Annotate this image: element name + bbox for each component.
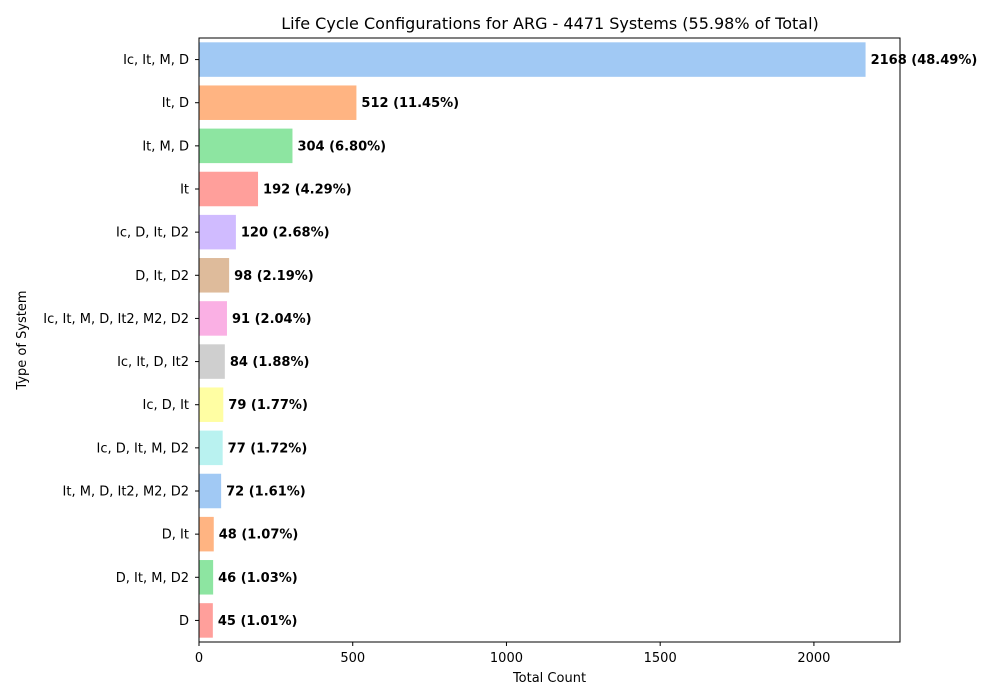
y-tick-label: D, It [162, 528, 189, 543]
x-tick-label: 2000 [797, 651, 830, 666]
data-label: 84 (1.88%) [230, 355, 310, 370]
y-axis-label: Type of System [15, 290, 30, 390]
y-tick-label: D, It, D2 [135, 269, 189, 284]
bar [199, 85, 357, 120]
x-tick-label: 500 [340, 651, 365, 666]
bar [199, 430, 223, 466]
bar [199, 387, 224, 422]
x-tick-label: 0 [195, 651, 203, 666]
bar [199, 42, 866, 77]
data-label: 77 (1.72%) [228, 441, 308, 456]
bar [199, 214, 236, 250]
data-label: 120 (2.68%) [241, 226, 330, 241]
data-label: 45 (1.01%) [218, 614, 298, 629]
y-tick-label: Ic, D, It [143, 398, 189, 413]
y-tick-label: Ic, It, M, D [123, 53, 189, 68]
bar [199, 603, 213, 638]
chart-title: Life Cycle Configurations for ARG - 4471… [281, 14, 819, 33]
bar [199, 560, 214, 595]
data-label: 192 (4.29%) [263, 183, 352, 198]
y-tick-label: Ic, D, It, M, D2 [97, 441, 189, 456]
data-labels: 2168 (48.49%) 512 (11.45%) 304 (6.80%) 192 … [218, 53, 977, 629]
data-label: 98 (2.19%) [234, 269, 314, 284]
y-tick-label: It, D [162, 96, 189, 111]
y-tick-label: It, M, D, It2, M2, D2 [63, 485, 189, 500]
data-label: 2168 (48.49%) [871, 53, 978, 68]
y-tick-label: It, M, D [142, 139, 189, 154]
data-label: 91 (2.04%) [232, 312, 312, 327]
bar [199, 473, 222, 509]
y-tick-labels: Ic, It, M, D It, D It, M, D It Ic, D, It, D2… [43, 53, 199, 629]
bar [199, 516, 214, 552]
data-label: 304 (6.80%) [297, 139, 386, 154]
bar [199, 344, 225, 379]
y-tick-label: Ic, D, It, D2 [116, 226, 189, 241]
y-tick-label: Ic, It, M, D, It2, M2, D2 [43, 312, 189, 327]
x-tick-label: 1000 [490, 651, 523, 666]
bar [199, 301, 227, 336]
y-tick-label: Ic, It, D, It2 [117, 355, 189, 370]
data-label: 512 (11.45%) [361, 96, 459, 111]
bar [199, 128, 293, 164]
x-tick-label: 1500 [644, 651, 677, 666]
x-ticks: 0 500 1000 1500 2000 [195, 642, 830, 666]
data-label: 79 (1.77%) [228, 398, 308, 413]
data-label: 48 (1.07%) [219, 528, 299, 543]
x-axis-label: Total Count [512, 671, 586, 686]
y-tick-label: It [180, 183, 189, 198]
plot-frame [198, 37, 901, 643]
y-tick-label: D [179, 614, 189, 629]
y-tick-label: D, It, M, D2 [116, 571, 189, 586]
bars-group [199, 42, 866, 638]
bar [199, 258, 230, 293]
data-label: 46 (1.03%) [218, 571, 298, 586]
bar [199, 171, 259, 207]
data-label: 72 (1.61%) [226, 485, 306, 500]
